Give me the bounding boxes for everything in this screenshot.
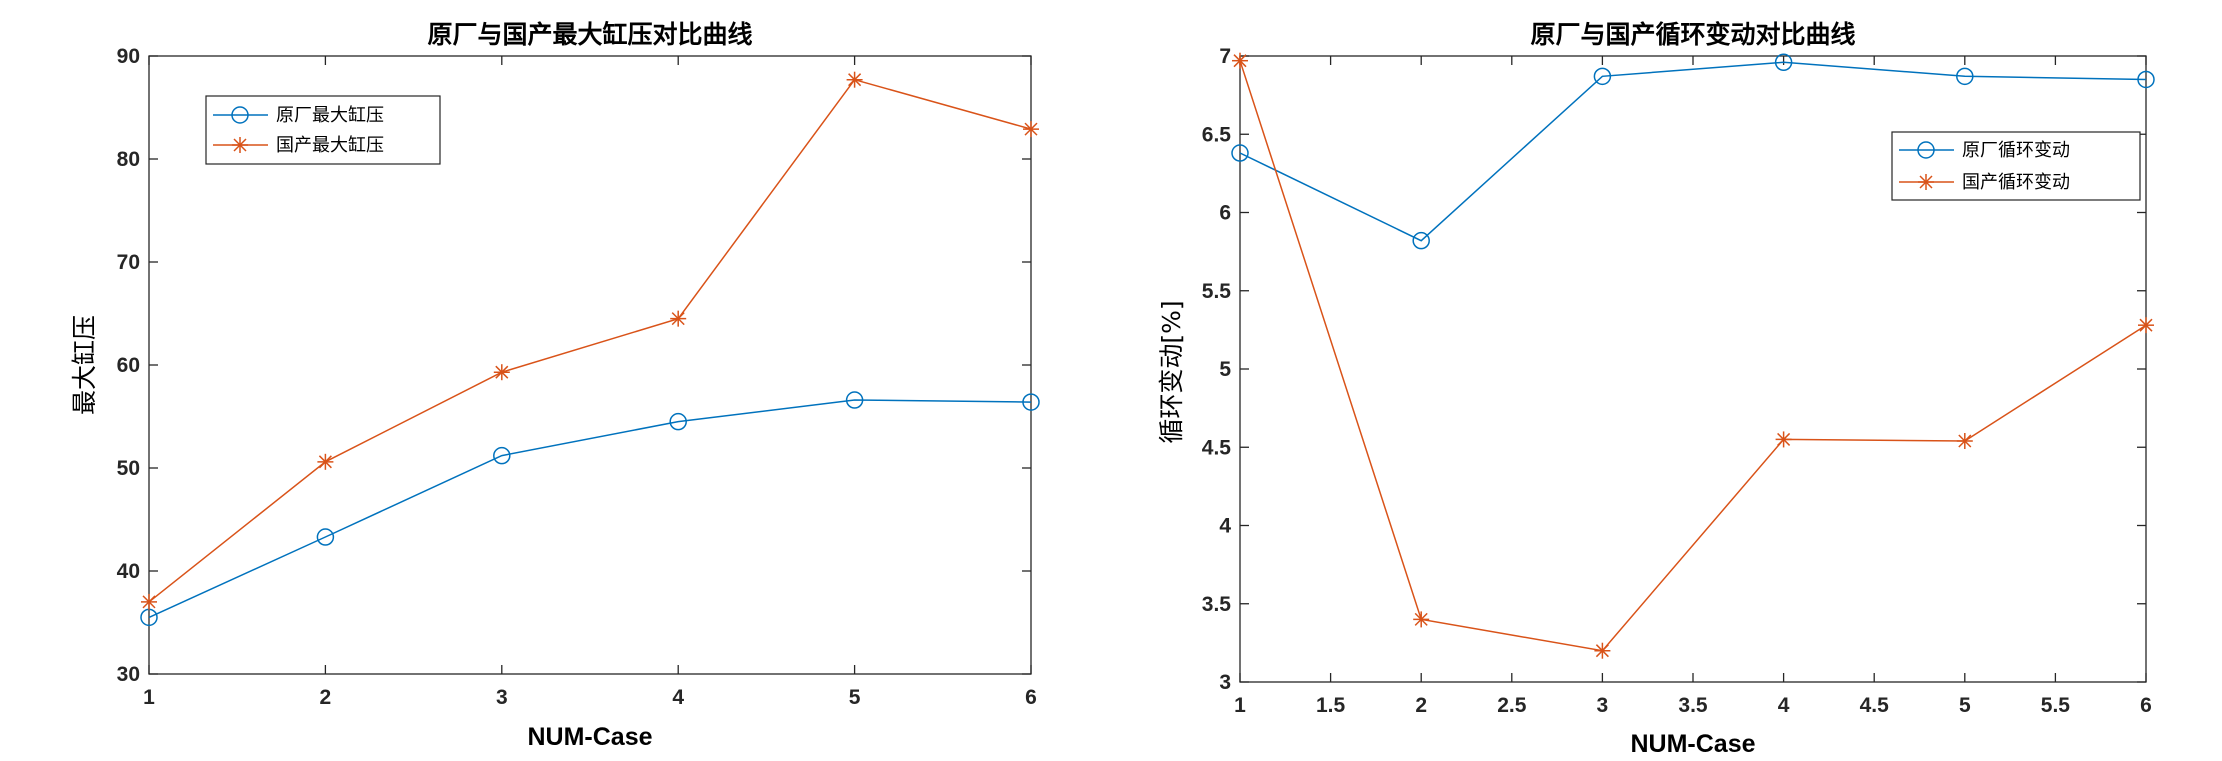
data-point (845, 391, 864, 409)
x-tick-label: 2.5 (1497, 694, 1527, 717)
data-point (1232, 52, 1248, 69)
legend-entry-0: 原厂循环变动 (1899, 140, 2070, 161)
x-tick-label: 1 (143, 686, 155, 709)
legend: 原厂循环变动 国产循环变动 (1891, 131, 2141, 201)
data-point (1412, 231, 1430, 250)
legend-label: 原厂循环变动 (1962, 140, 2070, 161)
data-point (141, 593, 157, 610)
x-tick-label: 5 (849, 686, 861, 709)
legend-box (205, 95, 441, 165)
y-tick-label: 90 (117, 45, 140, 68)
data-point (1023, 121, 1039, 138)
y-tick-label: 4.5 (1202, 436, 1232, 459)
y-tick-label: 7 (1219, 45, 1231, 68)
y-tick-label: 80 (117, 148, 140, 171)
x-tick-label: 6 (1025, 686, 1037, 709)
y-tick-label: 3 (1219, 671, 1231, 694)
x-axis-label: NUM-Case (1630, 730, 1755, 758)
series-line-0 (1239, 61, 2147, 242)
series-line-0 (148, 399, 1032, 619)
legend: 原厂最大缸压 国产最大缸压 (205, 95, 441, 165)
x-tick-label: 4 (672, 686, 684, 709)
y-tick-label: 70 (117, 251, 140, 274)
legend-entry-1: 国产最大缸压 (213, 134, 384, 156)
y-axis-label: 循环变动[%] (1157, 300, 1186, 443)
chart-title: 原厂与国产循环变动对比曲线 (1530, 20, 1855, 49)
y-tick-label: 4 (1219, 515, 1231, 538)
legend-entry-1: 国产循环变动 (1899, 172, 2070, 193)
data-point (1956, 67, 1974, 86)
y-tick-label: 50 (117, 457, 140, 480)
x-tick-label: 3.5 (1678, 694, 1708, 717)
axes: 1 2 3 4 5 6 30 40 50 60 70 80 90 (117, 45, 1037, 709)
data-point (1956, 432, 1973, 449)
data-point (1594, 642, 1611, 659)
data-point (670, 310, 687, 327)
y-tick-label: 6.5 (1202, 123, 1232, 146)
chart-right: 原厂与国产循环变动对比曲线 NUM-Case 循环变动[%] 1 1.5 2 2.5 3… (1157, 20, 2155, 758)
data-point (2137, 70, 2155, 89)
y-tick-label: 40 (117, 560, 140, 583)
x-axis-label: NUM-Case (527, 723, 652, 751)
plot-area (1231, 52, 2155, 659)
chart-title: 原厂与国产最大缸压对比曲线 (427, 20, 752, 49)
x-tick-label: 3 (1597, 694, 1609, 717)
y-tick-label: 6 (1219, 202, 1231, 225)
data-point (1774, 53, 1793, 72)
data-point (1231, 144, 1249, 162)
data-point (1775, 431, 1792, 448)
data-point (669, 412, 687, 431)
x-tick-label: 1 (1234, 694, 1246, 717)
y-tick-label: 60 (117, 354, 140, 377)
x-tick-label: 5.5 (2041, 694, 2071, 717)
y-tick-label: 5.5 (1202, 280, 1232, 303)
x-tick-label: 6 (2140, 694, 2152, 717)
plot-area (140, 71, 1040, 627)
chart-left: 原厂与国产最大缸压对比曲线 NUM-Case 最大缸压 1 2 3 4 5 6 30 40 50… (70, 20, 1040, 751)
data-point (316, 528, 335, 546)
data-point (2138, 317, 2154, 334)
legend-marker (1918, 174, 1934, 190)
y-tick-label: 30 (117, 663, 140, 686)
y-tick-label: 3.5 (1202, 593, 1232, 616)
x-tick-label: 3 (496, 686, 508, 709)
series-line-1 (148, 78, 1032, 603)
legend-entry-0: 原厂最大缸压 (213, 104, 384, 126)
x-tick-label: 2 (1415, 694, 1427, 717)
data-point (1022, 393, 1040, 411)
data-point (317, 453, 334, 470)
x-tick-label: 1.5 (1316, 694, 1346, 717)
series-line-1 (1239, 60, 2147, 652)
y-tick-label: 5 (1219, 358, 1231, 381)
data-point (493, 446, 511, 465)
data-point (1413, 611, 1430, 628)
x-tick-label: 5 (1959, 694, 1971, 717)
data-point (493, 364, 510, 381)
x-tick-label: 4.5 (1860, 694, 1890, 717)
axes: 1 1.5 2 2.5 3 3.5 4 4.5 5 5.5 6 3 3.5 4 4.5 5 5.5 6 6.5 7 (1202, 45, 2152, 717)
legend-label: 国产循环变动 (1962, 172, 2070, 193)
legend-marker (232, 137, 248, 153)
x-tick-label: 4 (1778, 694, 1790, 717)
y-axis-label: 最大缸压 (70, 315, 99, 415)
legend-label: 国产最大缸压 (276, 134, 384, 156)
data-point (846, 71, 863, 88)
data-point (1593, 67, 1612, 86)
x-tick-label: 2 (320, 686, 332, 709)
legend-label: 原厂最大缸压 (276, 104, 384, 126)
legend-box (1891, 131, 2141, 201)
